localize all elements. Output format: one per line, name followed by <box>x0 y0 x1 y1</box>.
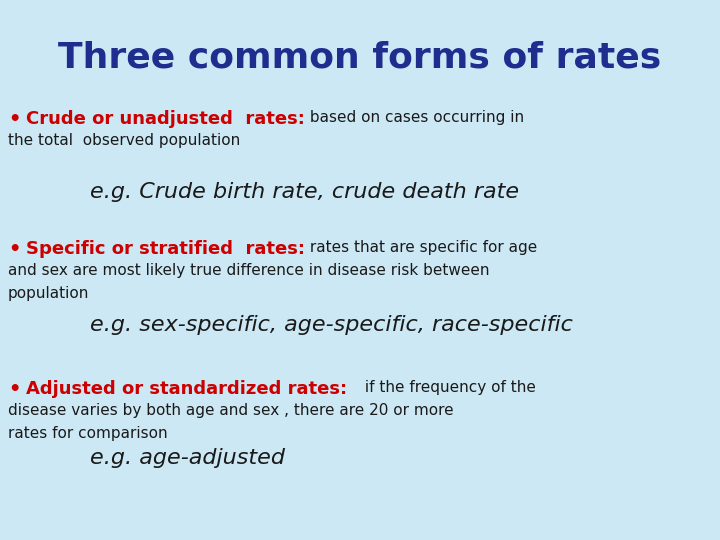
Text: e.g. age-adjusted: e.g. age-adjusted <box>90 448 285 468</box>
Text: population: population <box>8 286 89 301</box>
Text: disease varies by both age and sex , there are 20 or more: disease varies by both age and sex , the… <box>8 403 454 418</box>
Text: rates for comparison: rates for comparison <box>8 426 168 441</box>
Text: e.g. Crude birth rate, crude death rate: e.g. Crude birth rate, crude death rate <box>90 182 519 202</box>
Text: rates that are specific for age: rates that are specific for age <box>305 240 537 255</box>
Text: e.g. sex-specific, age-specific, race-specific: e.g. sex-specific, age-specific, race-sp… <box>90 315 573 335</box>
Text: the total  observed population: the total observed population <box>8 133 240 148</box>
Text: and sex are most likely true difference in disease risk between: and sex are most likely true difference … <box>8 263 490 278</box>
Text: Three common forms of rates: Three common forms of rates <box>58 40 662 74</box>
Text: Adjusted or standardized rates:: Adjusted or standardized rates: <box>26 380 359 398</box>
Text: if the frequency of the: if the frequency of the <box>359 380 536 395</box>
Text: •: • <box>8 380 20 399</box>
Text: •: • <box>8 110 20 129</box>
Text: •: • <box>8 240 20 259</box>
Text: Crude or unadjusted  rates:: Crude or unadjusted rates: <box>26 110 305 128</box>
Text: Specific or stratified  rates:: Specific or stratified rates: <box>26 240 305 258</box>
Text: based on cases occurring in: based on cases occurring in <box>305 110 524 125</box>
